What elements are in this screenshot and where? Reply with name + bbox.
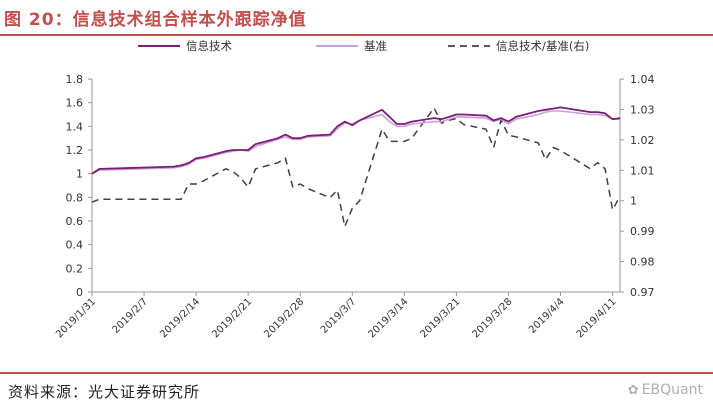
x-tick-label: 2019/3/14	[366, 296, 410, 340]
x-tick-label: 2019/2/7	[111, 296, 151, 336]
y-left-tick-label: 0.4	[66, 239, 84, 252]
y-left-tick-label: 1	[76, 168, 83, 181]
legend-label: 信息技术	[186, 39, 232, 53]
tracking-nav-chart: 0 0.2 0.4 0.6 0.8 1 1.2 1.4 1.6 1.8 0.97 0.98 0.99 1 1…	[54, 39, 655, 340]
y-right-tick-label: 0.97	[630, 286, 655, 299]
legend-label: 信息技术/基准(右)	[496, 39, 589, 53]
y-right-tick-label: 1	[630, 195, 637, 208]
source-footer: 资料来源：光大证券研究所 ✿ EBQuant	[0, 372, 713, 409]
figure-title: 图 20：信息技术组合样本外跟踪净值	[4, 10, 307, 30]
wechat-icon: ✿	[627, 383, 639, 398]
y-right-tick-label: 0.98	[630, 256, 655, 269]
y-right-tick-label: 1.01	[630, 164, 655, 177]
y-left-tick-label: 0.6	[66, 215, 84, 228]
y-left-tick-label: 1.2	[66, 144, 84, 157]
x-tick-label: 2019/2/14	[158, 296, 202, 340]
legend-label: 基准	[364, 39, 387, 53]
watermark: ✿ EBQuant	[628, 382, 703, 398]
x-tick-label: 2019/2/21	[210, 296, 254, 340]
x-tick-label: 2019/2/28	[262, 296, 306, 340]
source-note: 资料来源：光大证券研究所	[8, 383, 201, 401]
y-left-tick-label: 1.8	[66, 73, 84, 86]
y-right-tick-label: 1.04	[630, 73, 655, 86]
y-left-tick-label: 1.6	[66, 97, 84, 110]
watermark-text: EBQuant	[641, 382, 703, 398]
x-tick-label: 2019/3/21	[418, 296, 462, 340]
x-tick-label: 2019/3/7	[319, 296, 359, 336]
y-right-tick-label: 1.02	[630, 134, 655, 147]
figure-header: 图 20：信息技术组合样本外跟踪净值	[0, 0, 713, 36]
y-right-tick-label: 0.99	[630, 225, 655, 238]
x-tick-label: 2019/4/11	[575, 296, 619, 340]
y-left-tick-label: 0	[76, 286, 83, 299]
y-left-tick-label: 0.8	[66, 191, 84, 204]
x-tick-label: 2019/4/4	[527, 296, 567, 336]
y-left-tick-label: 0.2	[66, 262, 84, 275]
x-tick-label: 2019/3/28	[471, 296, 515, 340]
series-line-portfolio	[91, 106, 621, 175]
series-line-benchmark	[91, 110, 620, 175]
y-right-tick-label: 1.03	[630, 103, 655, 116]
x-tick-label: 2019/1/31	[54, 296, 98, 340]
y-left-tick-label: 1.4	[66, 120, 84, 133]
